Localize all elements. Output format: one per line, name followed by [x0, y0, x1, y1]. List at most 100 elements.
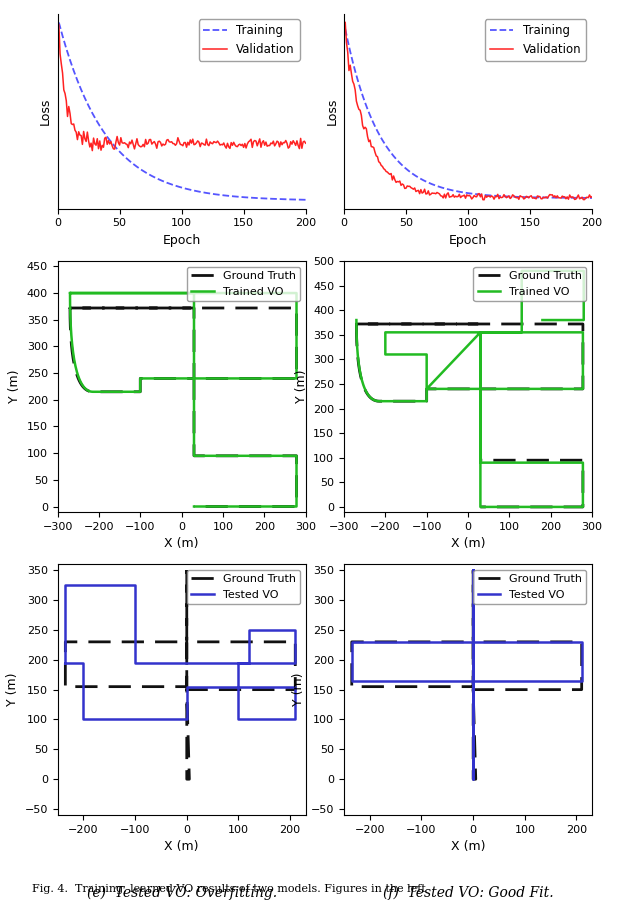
Validation — [588, 191, 596, 202]
Ground Truth — [477, 384, 484, 395]
Ground Truth — [469, 565, 477, 576]
Ground Truth — [469, 652, 477, 662]
Validation — [102, 132, 110, 143]
Ground Truth — [211, 684, 219, 695]
Trained VO — [579, 501, 587, 512]
Legend: Training, Validation: Training, Validation — [485, 20, 586, 61]
Validation — [70, 119, 77, 129]
Ground Truth — [358, 376, 365, 386]
Ground Truth — [72, 365, 79, 376]
Trained VO — [72, 361, 79, 372]
Trained VO — [546, 265, 554, 276]
Line: Ground Truth: Ground Truth — [65, 570, 295, 779]
Ground Truth — [190, 373, 198, 384]
Training — [407, 167, 415, 178]
Validation — [480, 195, 488, 205]
Line: Ground Truth: Ground Truth — [356, 324, 583, 507]
Tested VO — [380, 636, 388, 647]
Ground Truth — [291, 653, 299, 663]
X-axis label: X (m): X (m) — [164, 841, 199, 853]
Tested VO — [61, 580, 69, 591]
Ground Truth — [579, 501, 587, 512]
Tested VO — [578, 659, 586, 670]
Trained VO — [292, 324, 300, 335]
Validation — [291, 138, 298, 148]
Text: (f)  Tested VO: Good Fit.: (f) Tested VO: Good Fit. — [383, 885, 554, 900]
Validation — [341, 17, 349, 28]
Legend: Ground Truth, Trained VO: Ground Truth, Trained VO — [187, 267, 300, 301]
Ground Truth — [183, 565, 191, 576]
Line: Trained VO: Trained VO — [356, 271, 584, 507]
Ground Truth — [183, 565, 191, 576]
Text: (c)  Trained VO: Overfitting.: (c) Trained VO: Overfitting. — [83, 582, 280, 596]
Ground Truth — [477, 501, 484, 512]
Tested VO — [469, 565, 477, 576]
Training — [302, 195, 310, 205]
Text: (d)  Trained VO: Good Fit.: (d) Trained VO: Good Fit. — [376, 582, 559, 596]
Trained VO — [190, 501, 198, 512]
Tested VO — [469, 774, 477, 785]
Tested VO — [469, 680, 477, 691]
Legend: Ground Truth, Tested VO: Ground Truth, Tested VO — [187, 570, 300, 605]
Tested VO — [469, 621, 477, 632]
Ground Truth — [67, 328, 74, 338]
Legend: Ground Truth, Tested VO: Ground Truth, Tested VO — [474, 570, 586, 605]
Tested VO — [61, 657, 69, 668]
Training — [65, 51, 72, 62]
Trained VO — [494, 327, 502, 338]
Tested VO — [469, 565, 477, 576]
Tested VO — [112, 580, 120, 591]
Trained VO — [563, 327, 571, 338]
Line: Training: Training — [59, 23, 306, 200]
Validation — [577, 193, 585, 204]
Line: Ground Truth: Ground Truth — [70, 308, 296, 507]
Text: Fig. 4.  Training, learned VO results of two models. Figures in the left: Fig. 4. Training, learned VO results of … — [32, 884, 426, 894]
Ground Truth — [354, 349, 362, 360]
Training — [289, 194, 297, 205]
X-axis label: X (m): X (m) — [451, 537, 485, 550]
Tested VO — [387, 636, 394, 647]
Ground Truth — [469, 565, 477, 576]
Training — [121, 151, 129, 162]
Line: Tested VO: Tested VO — [352, 570, 582, 779]
Validation — [302, 138, 310, 148]
Legend: Training, Validation: Training, Validation — [198, 20, 300, 61]
Ground Truth — [353, 319, 360, 329]
Tested VO — [61, 657, 69, 668]
Training — [351, 65, 359, 76]
Training — [588, 193, 596, 204]
Line: Ground Truth: Ground Truth — [352, 570, 582, 779]
Training — [341, 24, 349, 34]
Validation — [351, 84, 359, 95]
Training — [55, 17, 63, 28]
Validation — [122, 138, 130, 149]
Ground Truth — [409, 395, 417, 406]
Trained VO — [67, 327, 75, 338]
Validation — [407, 182, 415, 193]
Training — [281, 194, 289, 205]
Training — [101, 128, 109, 138]
Y-axis label: Y (m): Y (m) — [292, 673, 305, 707]
Ground Truth — [292, 501, 300, 512]
Legend: Ground Truth, Trained VO: Ground Truth, Trained VO — [474, 267, 586, 301]
Ground Truth — [353, 342, 361, 353]
Trained VO — [66, 288, 74, 299]
Ground Truth — [572, 636, 580, 647]
Tested VO — [247, 657, 255, 668]
Tested VO — [291, 688, 299, 699]
Trained VO — [292, 501, 300, 512]
Trained VO — [190, 373, 198, 384]
Trained VO — [477, 384, 484, 395]
Tested VO — [118, 580, 126, 591]
Ground Truth — [579, 347, 587, 357]
Trained VO — [477, 424, 484, 435]
Text: (a)  Losses: Overfitting.: (a) Losses: Overfitting. — [99, 263, 264, 278]
Line: Validation: Validation — [345, 23, 592, 200]
Ground Truth — [123, 386, 131, 397]
Line: Validation: Validation — [59, 24, 306, 150]
Ground Truth — [292, 333, 300, 344]
Ground Truth — [183, 601, 191, 612]
Ground Truth — [275, 684, 282, 695]
X-axis label: X (m): X (m) — [451, 841, 485, 853]
Validation — [282, 135, 289, 146]
